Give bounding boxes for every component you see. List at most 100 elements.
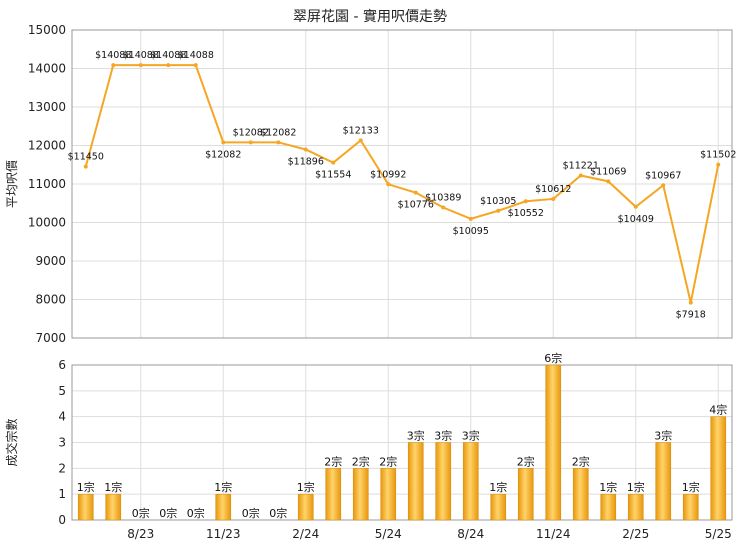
price-data-label: $10409 <box>618 214 654 225</box>
price-data-label: $11554 <box>315 170 351 181</box>
volume-bar <box>325 468 342 521</box>
price-point <box>83 164 88 169</box>
volume-bar <box>105 493 122 521</box>
volume-bar-label: 1宗 <box>77 480 95 494</box>
volume-bar-label: 2宗 <box>324 454 342 468</box>
xtick-label: 8/23 <box>127 527 154 541</box>
price-data-label: $12082 <box>233 127 269 138</box>
volume-bar-label: 1宗 <box>104 480 122 494</box>
price-point <box>248 140 253 145</box>
volume-bar <box>627 493 644 521</box>
volume-bar <box>517 468 534 521</box>
price-point <box>661 183 666 188</box>
volume-bar-label: 0宗 <box>159 506 177 520</box>
price-data-label: $10552 <box>508 208 544 219</box>
volume-bar-label: 6宗 <box>544 351 562 365</box>
price-data-label: $10992 <box>370 169 406 180</box>
price-point <box>441 205 446 210</box>
volume-bar <box>600 493 617 521</box>
price-data-label: $14088 <box>123 50 159 61</box>
xtick-label: 2/24 <box>292 527 319 541</box>
price-data-label: $14088 <box>178 50 214 61</box>
bar-ytick-label: 1 <box>58 487 66 501</box>
price-point <box>551 196 556 201</box>
volume-bar-label: 1宗 <box>297 480 315 494</box>
price-point <box>386 182 391 187</box>
volume-bar <box>490 493 507 521</box>
line-ytick-label: 13000 <box>28 100 66 114</box>
bar-panel-frame <box>71 364 733 521</box>
price-data-label: $10612 <box>535 184 571 195</box>
bar-ytick-label: 0 <box>58 513 66 527</box>
volume-bar-label: 0宗 <box>269 506 287 520</box>
price-point <box>578 173 583 178</box>
volume-bar-label: 0宗 <box>187 506 205 520</box>
price-point <box>303 147 308 152</box>
bar-ytick-label: 3 <box>58 436 66 450</box>
volume-bar-label: 2宗 <box>572 454 590 468</box>
xtick-label: 2/25 <box>622 527 649 541</box>
xtick-label: 11/23 <box>206 527 241 541</box>
line-ytick-label: 14000 <box>28 62 66 76</box>
volume-bar <box>655 442 672 521</box>
price-point <box>496 208 501 213</box>
price-point <box>221 140 226 145</box>
bar-ytick-label: 2 <box>58 461 66 475</box>
volume-bar <box>710 416 727 521</box>
price-point <box>633 204 638 209</box>
price-line <box>84 64 720 303</box>
volume-bar <box>380 468 397 521</box>
line-ylabel: 平均呎價 <box>5 160 19 208</box>
volume-bar <box>77 493 94 521</box>
line-ytick-label: 9000 <box>35 254 66 268</box>
price-data-label: $11069 <box>590 166 626 177</box>
price-data-label: $11221 <box>563 160 599 171</box>
volume-bar <box>407 442 424 521</box>
volume-bar-label: 2宗 <box>379 454 397 468</box>
price-point <box>716 162 721 167</box>
price-point <box>688 300 693 305</box>
volume-bar-label: 4宗 <box>709 403 727 417</box>
price-point <box>111 63 116 68</box>
volume-bar <box>352 468 369 521</box>
xtick-label: 5/24 <box>375 527 402 541</box>
bar-ytick-label: 4 <box>58 410 66 424</box>
chart-title: 翠屏花園 - 實用呎價走勢 <box>293 9 447 25</box>
volume-bar-label: 3宗 <box>654 429 672 443</box>
volume-bar-label: 2宗 <box>517 454 535 468</box>
volume-bar <box>545 364 562 521</box>
volume-bar <box>682 493 699 521</box>
price-data-label: $7918 <box>676 310 706 321</box>
price-point <box>358 138 363 143</box>
line-ytick-label: 11000 <box>28 177 66 191</box>
price-point <box>413 190 418 195</box>
volume-bar <box>297 493 314 521</box>
xtick-label: 8/24 <box>457 527 484 541</box>
volume-bar-label: 0宗 <box>132 506 150 520</box>
price-point <box>468 216 473 221</box>
price-point <box>138 63 143 68</box>
volume-bar-label: 1宗 <box>682 480 700 494</box>
price-data-label: $12082 <box>205 149 241 160</box>
price-data-label: $12082 <box>260 127 296 138</box>
xtick-label: 11/24 <box>536 527 571 541</box>
volume-bar-label: 3宗 <box>407 429 425 443</box>
bar-ytick-label: 5 <box>58 384 66 398</box>
price-data-label: $10389 <box>425 193 461 204</box>
line-ytick-label: 8000 <box>35 293 66 307</box>
price-data-label: $10095 <box>453 226 489 237</box>
price-data-label: $14088 <box>95 50 131 61</box>
price-data-label: $12133 <box>343 125 379 136</box>
price-point <box>523 199 528 204</box>
price-point <box>276 140 281 145</box>
volume-bar-label: 1宗 <box>489 480 507 494</box>
bar-ytick-label: 6 <box>58 358 66 372</box>
xtick-label: 5/25 <box>705 527 732 541</box>
volume-bar-label: 3宗 <box>434 429 452 443</box>
price-point <box>606 179 611 184</box>
volume-bar-label: 0宗 <box>242 506 260 520</box>
price-point <box>166 63 171 68</box>
volume-bar-label: 1宗 <box>627 480 645 494</box>
price-data-label: $10776 <box>398 200 434 211</box>
